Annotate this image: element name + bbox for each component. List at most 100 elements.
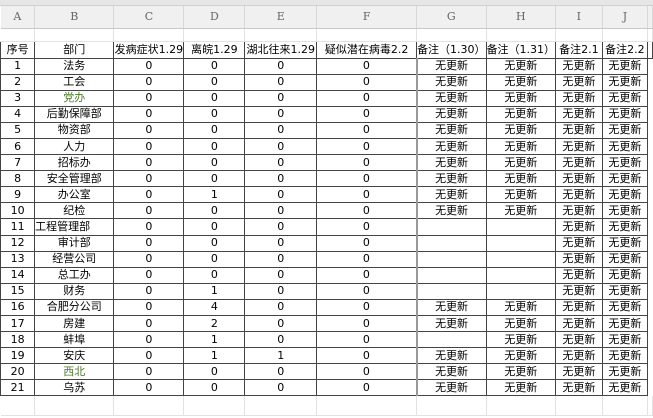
cell-I[interactable]: 无更新 [555, 89, 603, 107]
column-header-C[interactable]: C [113, 6, 185, 29]
cell-H[interactable]: 无更新 [485, 331, 557, 349]
cell-D[interactable]: 1 [183, 347, 246, 365]
cell-J[interactable]: 无更新 [601, 202, 649, 220]
cell-H[interactable]: 无更新 [485, 186, 557, 204]
cell[interactable] [647, 40, 653, 59]
cell-A[interactable]: 1 [0, 57, 36, 75]
cell-F[interactable]: 0 [316, 105, 418, 123]
cell-D[interactable]: 0 [183, 105, 246, 123]
cell[interactable] [416, 395, 487, 417]
cell-F[interactable]: 0 [316, 363, 418, 381]
cell-H[interactable] [485, 218, 557, 236]
cell[interactable] [647, 395, 653, 417]
cell-E[interactable]: 0 [244, 137, 318, 156]
cell-E[interactable]: 0 [244, 218, 318, 236]
cell-J[interactable]: 无更新 [601, 137, 649, 156]
cell-C[interactable]: 0 [113, 137, 185, 156]
cell-I[interactable]: 无更新 [555, 73, 603, 91]
cell-B[interactable]: 物资部 [34, 121, 115, 139]
cell-A[interactable]: 12 [0, 234, 36, 252]
cell[interactable] [648, 235, 653, 251]
cell-F[interactable]: 0 [316, 250, 418, 268]
column-header-extra[interactable] [647, 6, 653, 29]
cell-F[interactable]: 0 [316, 202, 418, 220]
cell-E[interactable]: 0 [244, 73, 318, 91]
cell-D[interactable]: 2 [183, 314, 246, 333]
cell-I[interactable]: 无更新 [555, 250, 603, 268]
cell-F[interactable]: 0 [316, 379, 418, 397]
cell-E[interactable]: 0 [244, 250, 318, 268]
cell-J[interactable]: 无更新 [601, 234, 649, 252]
cell-G[interactable] [415, 282, 487, 300]
column-header-F[interactable]: F [316, 6, 418, 29]
cell-E[interactable]: 0 [244, 379, 318, 397]
cell-I[interactable]: 无更新 [555, 121, 603, 139]
cell-D[interactable]: 0 [183, 121, 246, 139]
cell[interactable] [648, 267, 653, 283]
cell-G[interactable]: 无更新 [415, 154, 487, 172]
column-header-I[interactable]: I [555, 6, 603, 29]
cell-C[interactable]: 0 [113, 314, 185, 333]
cell-E[interactable]: 0 [244, 298, 318, 317]
cell-B[interactable]: 总工办 [34, 266, 115, 284]
cell-F[interactable]: 0 [316, 154, 418, 172]
cell[interactable] [113, 395, 185, 417]
cell-I[interactable]: 无更新 [555, 266, 603, 284]
header-cell[interactable]: 序号 [0, 40, 36, 59]
cell-D[interactable]: 4 [183, 298, 246, 317]
cell-J[interactable]: 无更新 [601, 89, 649, 107]
cell-D[interactable]: 0 [183, 202, 246, 220]
cell[interactable] [648, 348, 653, 364]
cell-I[interactable]: 无更新 [555, 379, 603, 397]
cell-E[interactable]: 0 [244, 282, 318, 300]
cell[interactable] [602, 28, 649, 42]
cell-F[interactable]: 0 [316, 347, 418, 365]
cell-B[interactable]: 工会 [34, 73, 115, 91]
cell-H[interactable]: 无更新 [485, 298, 557, 317]
cell-F[interactable]: 0 [316, 170, 418, 188]
cell-F[interactable]: 0 [316, 186, 418, 204]
cell-B[interactable]: 办公室 [34, 186, 115, 204]
cell-I[interactable]: 无更新 [555, 154, 603, 172]
cell-G[interactable]: 无更新 [415, 363, 487, 381]
cell-J[interactable]: 无更新 [601, 154, 649, 172]
cell[interactable] [647, 28, 653, 42]
cell-C[interactable]: 0 [113, 57, 185, 75]
cell-B[interactable]: 经营公司 [34, 250, 115, 268]
cell-A[interactable]: 20 [0, 363, 36, 381]
cell[interactable] [648, 106, 653, 122]
cell-G[interactable]: 无更新 [415, 379, 487, 397]
cell-I[interactable]: 无更新 [555, 314, 603, 333]
cell-B[interactable]: 招标办 [34, 154, 115, 172]
cell-D[interactable]: 0 [183, 218, 246, 236]
column-header-A[interactable]: A [0, 6, 36, 29]
cell-B[interactable]: 合肥分公司 [34, 298, 115, 317]
cell[interactable] [113, 28, 185, 42]
cell-E[interactable]: 0 [244, 121, 318, 139]
cell[interactable] [648, 90, 653, 106]
cell-B[interactable]: 纪检 [34, 202, 115, 220]
cell-H[interactable]: 无更新 [485, 363, 557, 381]
cell-E[interactable]: 1 [244, 347, 318, 365]
cell-D[interactable]: 0 [183, 170, 246, 188]
cell-B[interactable]: 审计部 [34, 234, 115, 252]
cell-J[interactable]: 无更新 [601, 250, 649, 268]
cell-F[interactable]: 0 [316, 89, 418, 107]
cell-C[interactable]: 0 [113, 363, 185, 381]
cell-A[interactable]: 16 [0, 298, 36, 317]
cell-D[interactable]: 1 [183, 282, 246, 300]
cell-G[interactable] [415, 331, 487, 349]
cell-D[interactable]: 0 [183, 266, 246, 284]
cell[interactable] [648, 138, 653, 154]
cell-A[interactable]: 11 [0, 218, 36, 236]
cell-H[interactable]: 无更新 [485, 379, 557, 397]
cell-A[interactable]: 3 [0, 89, 36, 107]
cell-H[interactable]: 无更新 [485, 121, 557, 139]
cell-G[interactable]: 无更新 [415, 298, 487, 317]
cell-D[interactable]: 1 [183, 331, 246, 349]
cell-H[interactable]: 无更新 [485, 137, 557, 156]
cell-B[interactable]: 党办 [34, 89, 115, 107]
column-header-B[interactable]: B [34, 6, 115, 29]
cell-A[interactable]: 4 [0, 105, 36, 123]
cell-C[interactable]: 0 [113, 218, 185, 236]
